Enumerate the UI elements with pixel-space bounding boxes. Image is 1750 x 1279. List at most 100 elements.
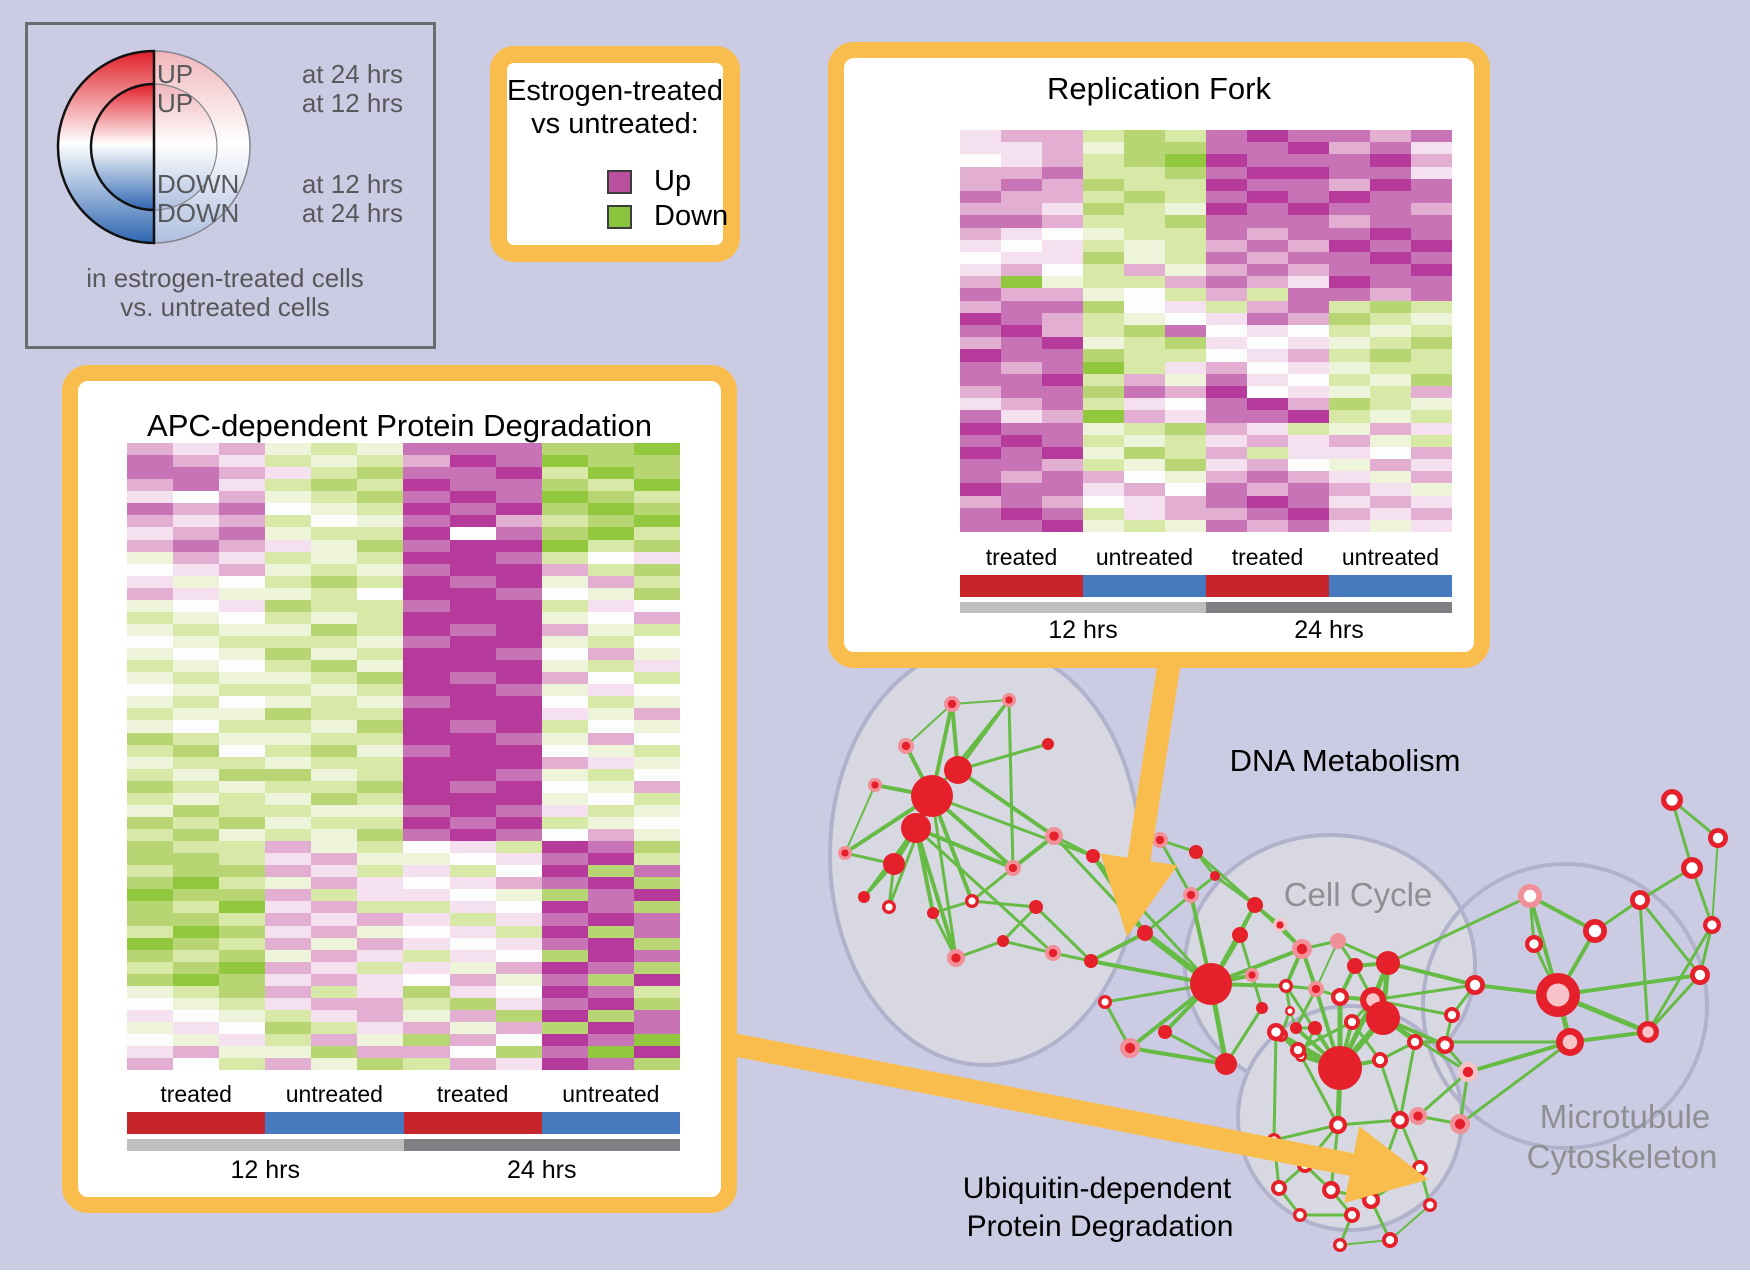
heatmap-cell: [1329, 410, 1370, 423]
heatmap-cell: [219, 1034, 266, 1047]
heatmap-cell: [587, 660, 634, 673]
heatmap-cell: [173, 684, 220, 697]
heatmap-cell: [265, 672, 312, 685]
heatmap-cell: [265, 563, 312, 576]
heatmap-cell: [960, 251, 1001, 265]
heatmap-cell: [587, 648, 634, 661]
heatmap-cell: [960, 288, 1001, 301]
heatmap-cell: [173, 901, 220, 914]
heatmap-cell: [587, 684, 634, 697]
heatmap-cell: [587, 1022, 634, 1035]
heatmap-row: [127, 623, 680, 636]
heatmap-cell: [633, 937, 680, 950]
microtubule-label-line1: Microtubule: [1540, 1098, 1711, 1135]
heatmap-cell: [495, 1022, 542, 1035]
network-node: [1290, 1022, 1302, 1034]
network-edge: [951, 699, 1010, 705]
heatmap-cell: [1411, 471, 1452, 484]
network-node-core: [1666, 794, 1678, 806]
heatmap-cell: [1083, 264, 1124, 277]
time-label-24a: at 24 hrs: [302, 59, 403, 89]
network-node: [883, 853, 905, 875]
heatmap-cell: [1124, 471, 1165, 484]
heatmap-cell: [1411, 446, 1452, 460]
heatmap-cell: [541, 491, 588, 504]
heatmap-cell: [1370, 312, 1411, 325]
heatmap-cell: [449, 443, 496, 456]
heatmap-cell: [495, 913, 542, 926]
heatmap-cell: [449, 551, 496, 564]
heatmap-cell: [449, 961, 496, 974]
heatmap-cell: [265, 973, 312, 986]
heatmap-cell: [587, 804, 634, 817]
heatmap-cell: [587, 1034, 634, 1047]
heatmap-cell: [1206, 361, 1247, 374]
heatmap-cell: [633, 877, 680, 890]
heatmap-cell: [587, 696, 634, 709]
heatmap-cell: [1247, 373, 1288, 386]
heatmap-cell: [449, 515, 496, 528]
heatmap-cell: [173, 1009, 220, 1022]
heatmap-cell: [541, 937, 588, 950]
heatmap-cell: [1124, 142, 1165, 155]
heatmap-cell: [357, 611, 404, 624]
heatmap-cell: [1370, 520, 1411, 533]
heatmap-cell: [265, 901, 312, 914]
heatmap-cell: [311, 804, 358, 817]
heatmap-cell: [633, 853, 680, 866]
heatmap-cell: [357, 780, 404, 793]
heatmap-cell: [449, 623, 496, 636]
heatmap-cell: [1247, 312, 1288, 325]
heatmap-cell: [1411, 422, 1452, 435]
heatmap-cell: [587, 467, 634, 480]
heatmap-cell: [1042, 325, 1083, 338]
heatmap-cell: [357, 1022, 404, 1035]
heatmap-cell: [403, 937, 450, 950]
heatmap-cell: [265, 599, 312, 612]
heatmap-cell: [1083, 130, 1124, 143]
heatmap-cell: [311, 889, 358, 902]
heatmap-cell: [265, 780, 312, 793]
heatmap-row: [127, 816, 680, 829]
heatmap-cell: [633, 636, 680, 649]
heatmap-cell: [449, 1046, 496, 1059]
heatmap-cell: [357, 829, 404, 842]
network-edge: [1372, 983, 1476, 1002]
network-edge: [1387, 894, 1531, 965]
heatmap-cell: [173, 792, 220, 805]
heatmap-cell: [219, 443, 266, 456]
heatmap-cell: [587, 744, 634, 757]
heatmap-cell: [357, 539, 404, 552]
heatmap-cell: [403, 684, 450, 697]
heatmap-row: [960, 459, 1452, 472]
heatmap-cell: [1206, 276, 1247, 289]
heatmap-row: [960, 312, 1452, 325]
heatmap-cell: [265, 623, 312, 636]
heatmap-cell: [357, 1058, 404, 1071]
heatmap-cell: [265, 491, 312, 504]
network-edge: [1459, 1040, 1571, 1126]
apc-heatmap-panel: APC-dependent Protein Degradation treate…: [62, 365, 737, 1213]
heatmap-cell: [1165, 349, 1206, 362]
up-down-legend-title: Estrogen-treated vs untreated:: [507, 75, 723, 141]
heatmap-cell: [633, 816, 680, 829]
heatmap-cell: [311, 684, 358, 697]
repfork-heatmap: [960, 130, 1452, 533]
heatmap-cell: [1001, 495, 1042, 508]
heatmap-cell: [1370, 422, 1411, 435]
heatmap-cell: [1001, 349, 1042, 362]
heatmap-cell: [541, 804, 588, 817]
network-edge: [905, 703, 953, 747]
network-node-core: [1282, 982, 1290, 990]
heatmap-cell: [357, 1034, 404, 1047]
network-node-core: [1296, 943, 1308, 955]
heatmap-cell: [1247, 166, 1288, 179]
heatmap-cell: [1165, 251, 1206, 265]
network-node-core: [1529, 939, 1539, 949]
heatmap-cell: [960, 325, 1001, 338]
heatmap-cell: [219, 684, 266, 697]
heatmap-cell: [1206, 337, 1247, 350]
heatmap-cell: [403, 816, 450, 829]
heatmap-cell: [1001, 434, 1042, 447]
heatmap-cell: [1124, 264, 1165, 277]
